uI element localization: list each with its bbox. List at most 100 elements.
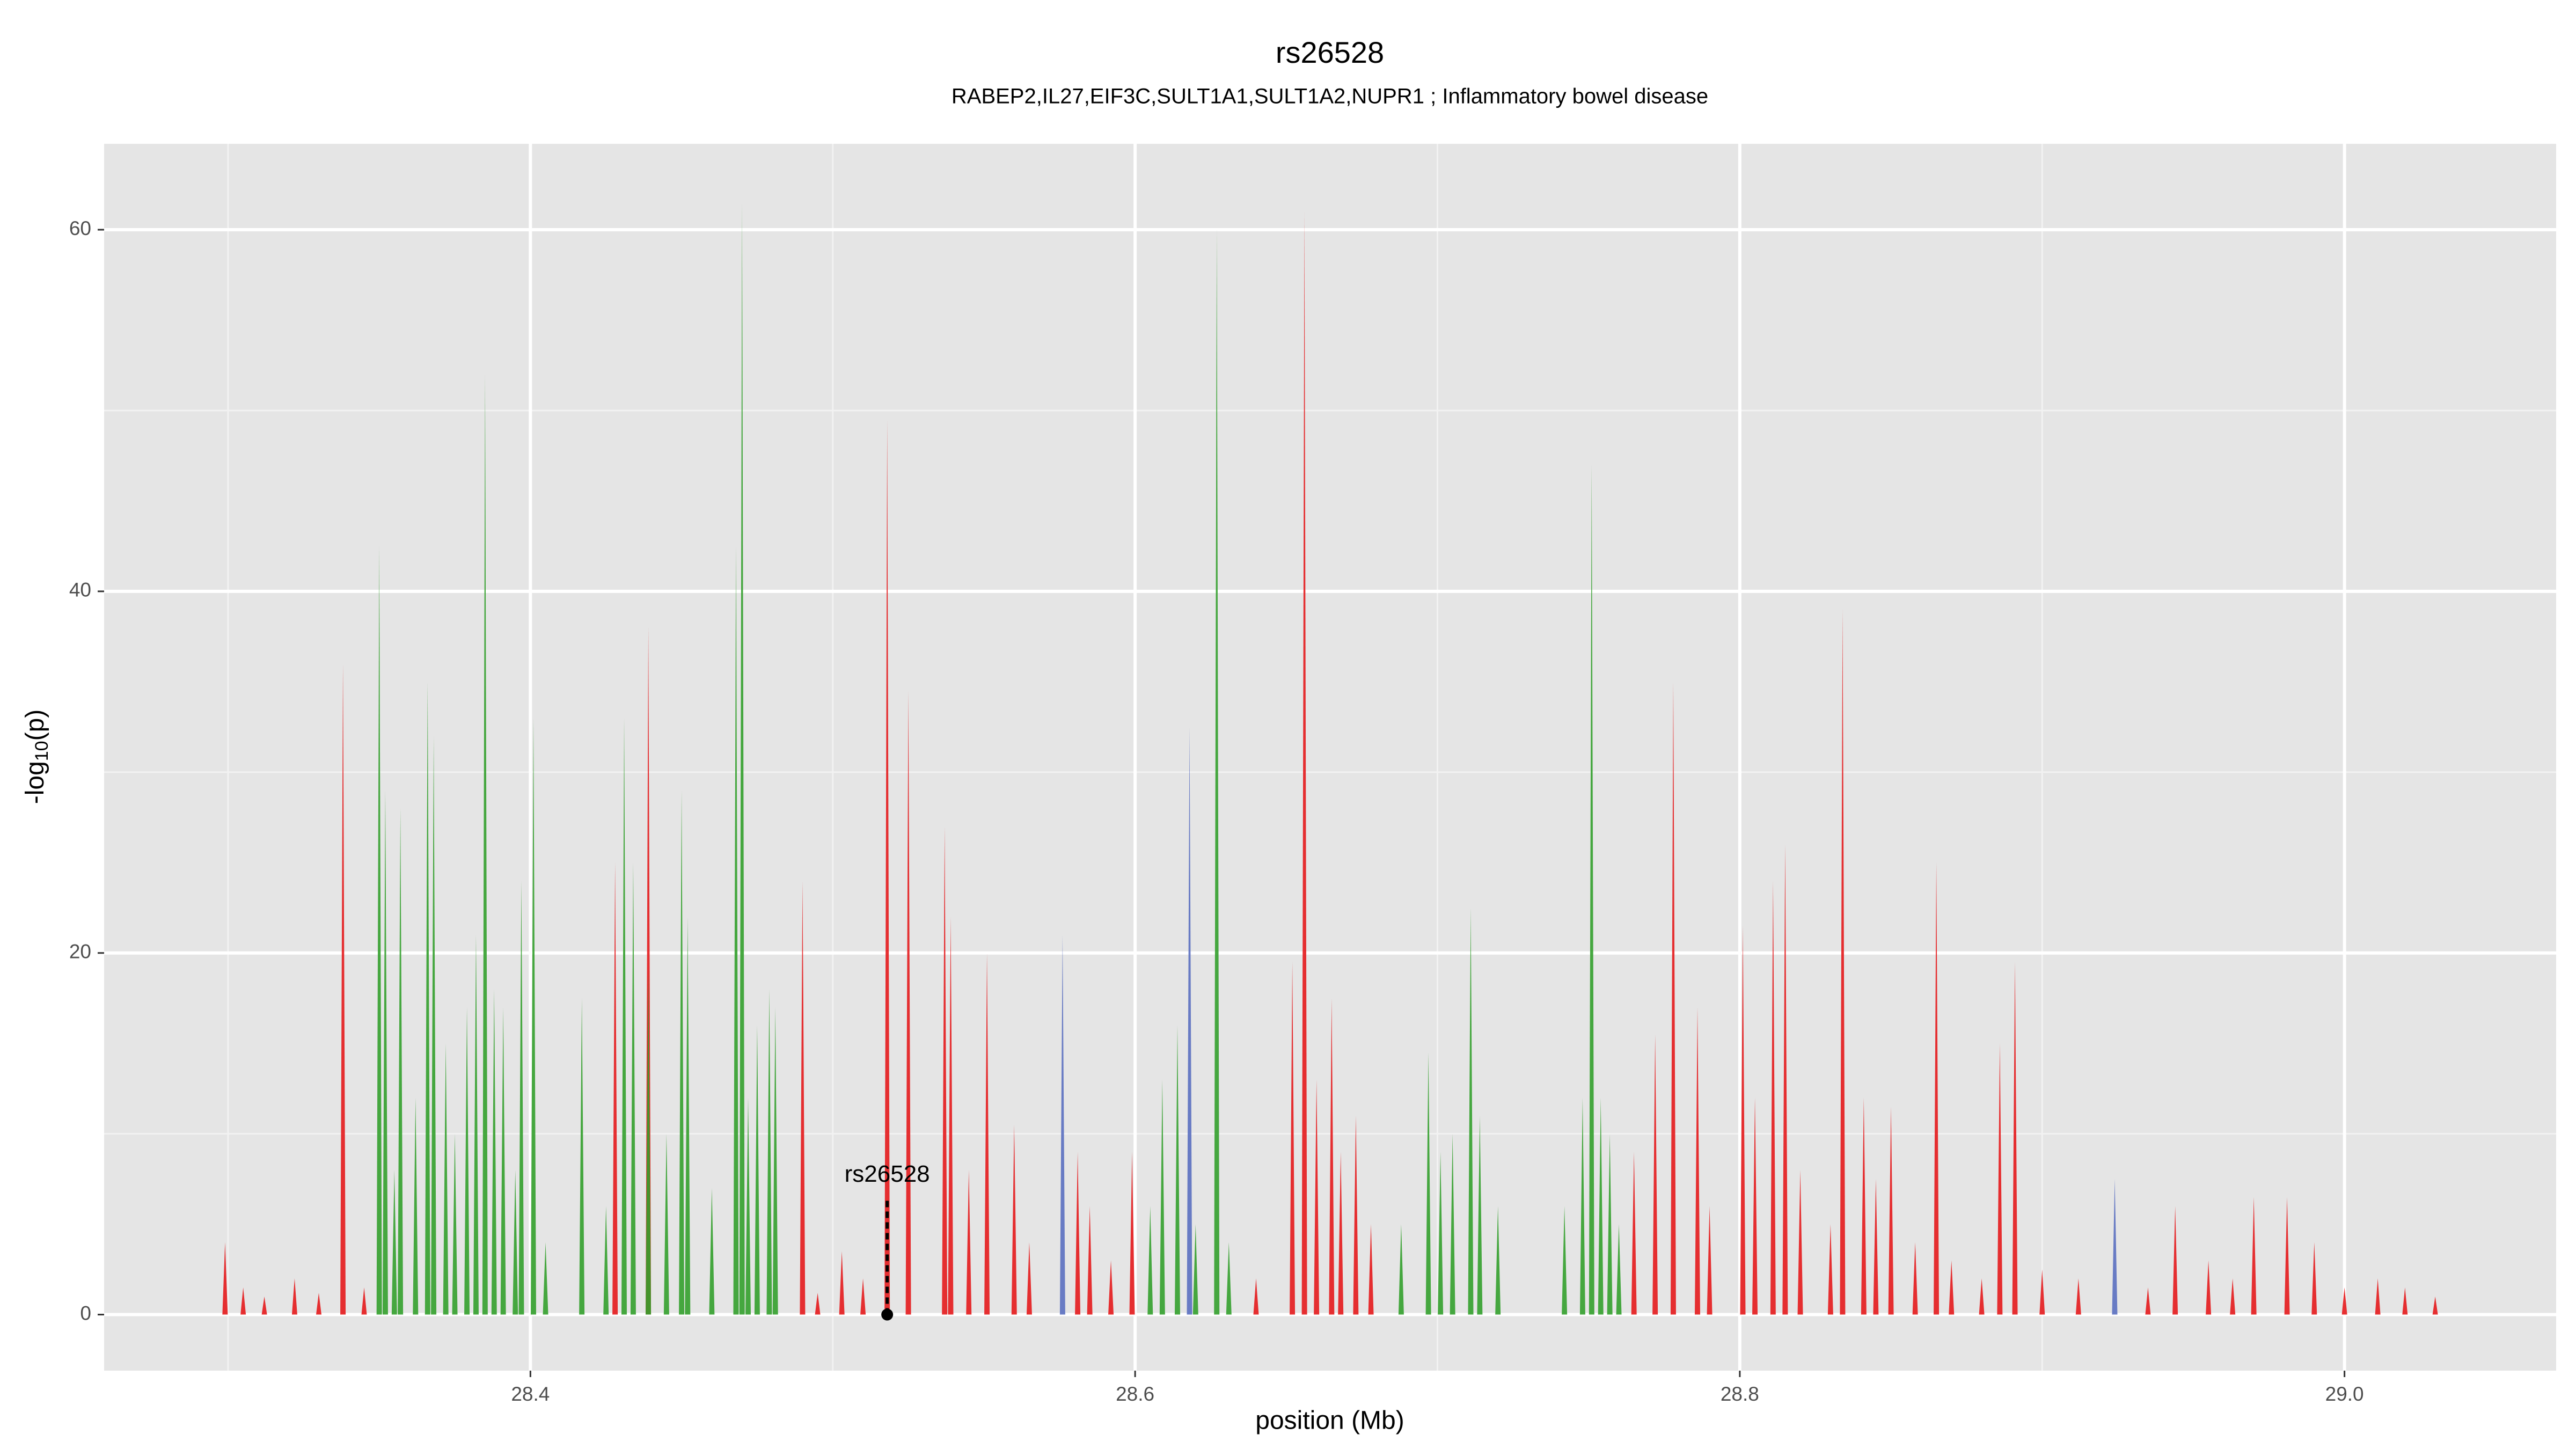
- spike: [1598, 1097, 1604, 1315]
- spike: [1707, 1206, 1713, 1315]
- spike: [612, 862, 618, 1315]
- spike: [1301, 211, 1307, 1315]
- spike: [2402, 1287, 2408, 1315]
- spike: [739, 202, 745, 1315]
- spike: [1253, 1278, 1259, 1315]
- plot-panel: [104, 144, 2556, 1371]
- spike: [1589, 465, 1594, 1315]
- spike: [2012, 962, 2018, 1315]
- spike: [482, 374, 488, 1315]
- spike: [733, 546, 739, 1315]
- spike: [709, 1188, 715, 1315]
- spike: [1147, 1206, 1153, 1315]
- spike: [1314, 1079, 1320, 1315]
- spike: [2206, 1260, 2212, 1315]
- spike: [2075, 1278, 2081, 1315]
- spike: [679, 790, 685, 1315]
- spike: [1495, 1206, 1501, 1315]
- spike: [966, 1170, 972, 1315]
- spike: [316, 1293, 321, 1315]
- spike: [839, 1251, 845, 1315]
- spike: [815, 1293, 821, 1315]
- x-tick-label: 28.6: [1116, 1383, 1154, 1405]
- spike: [261, 1296, 267, 1315]
- spike: [884, 419, 890, 1315]
- spike: [2230, 1278, 2236, 1315]
- spike: [500, 1007, 506, 1315]
- spike: [1450, 1133, 1455, 1315]
- spike: [464, 1007, 470, 1315]
- spike: [2341, 1287, 2347, 1315]
- spike: [222, 1242, 228, 1315]
- marks: [222, 202, 2438, 1321]
- spike: [1353, 1115, 1359, 1315]
- spike: [800, 880, 806, 1315]
- spike: [766, 989, 772, 1315]
- y-label-part: (p): [21, 709, 49, 741]
- spike: [543, 1242, 548, 1315]
- spike: [2112, 1179, 2118, 1315]
- spike: [646, 971, 652, 1315]
- spike: [1226, 1242, 1232, 1315]
- spike: [621, 718, 627, 1315]
- x-tick-label: 28.8: [1721, 1383, 1759, 1405]
- spike: [942, 826, 948, 1315]
- spike: [1187, 727, 1192, 1315]
- spike: [1290, 962, 1296, 1315]
- spike: [603, 1206, 609, 1315]
- spike: [1934, 862, 1940, 1315]
- spike: [1026, 1242, 1032, 1315]
- spike: [984, 953, 990, 1315]
- spike: [1695, 1007, 1701, 1315]
- spike: [1159, 1079, 1165, 1315]
- spike: [1338, 1152, 1344, 1315]
- spike: [2145, 1287, 2151, 1315]
- spike: [663, 1133, 669, 1315]
- spike: [1979, 1278, 1985, 1315]
- spike: [1752, 1097, 1758, 1315]
- spike: [443, 1043, 449, 1315]
- y-tick-label: 0: [80, 1302, 91, 1324]
- spike: [1740, 926, 1746, 1315]
- spike: [1425, 1052, 1431, 1315]
- spike: [685, 917, 691, 1315]
- spike: [376, 546, 382, 1315]
- spike: [1562, 1206, 1568, 1315]
- annotation-label: rs26528: [845, 1161, 930, 1187]
- spike: [860, 1278, 866, 1315]
- spike: [1861, 1097, 1867, 1315]
- spike: [2284, 1197, 2290, 1315]
- spike: [1949, 1260, 1955, 1315]
- x-tick-label: 28.4: [511, 1383, 550, 1405]
- spike: [1888, 1107, 1894, 1315]
- y-label-part: -log: [21, 761, 49, 804]
- spike: [1770, 880, 1776, 1315]
- spike: [361, 1287, 367, 1315]
- spike: [398, 808, 404, 1315]
- spike: [1912, 1242, 1918, 1315]
- spike: [2251, 1197, 2257, 1315]
- spike: [948, 917, 954, 1315]
- spike: [2375, 1278, 2381, 1315]
- spike: [1214, 230, 1220, 1315]
- y-axis-label: -log10(p): [21, 709, 52, 804]
- x-axis-label: position (Mb): [1255, 1407, 1404, 1435]
- spike: [1087, 1206, 1093, 1315]
- spike: [1579, 1097, 1585, 1315]
- spike: [1477, 1115, 1483, 1315]
- spike: [745, 1097, 751, 1315]
- spike: [754, 1025, 760, 1315]
- spike: [1631, 1152, 1637, 1315]
- spike: [291, 1278, 297, 1315]
- spike: [491, 989, 497, 1315]
- spike: [1174, 1025, 1180, 1315]
- spike: [1873, 1179, 1879, 1315]
- spike: [905, 691, 911, 1315]
- annotation-point: [881, 1308, 894, 1321]
- spike: [1616, 1224, 1622, 1315]
- spike: [452, 1133, 458, 1315]
- spike: [1075, 1152, 1081, 1315]
- spike: [431, 736, 437, 1315]
- y-label-subscript: 10: [32, 741, 52, 761]
